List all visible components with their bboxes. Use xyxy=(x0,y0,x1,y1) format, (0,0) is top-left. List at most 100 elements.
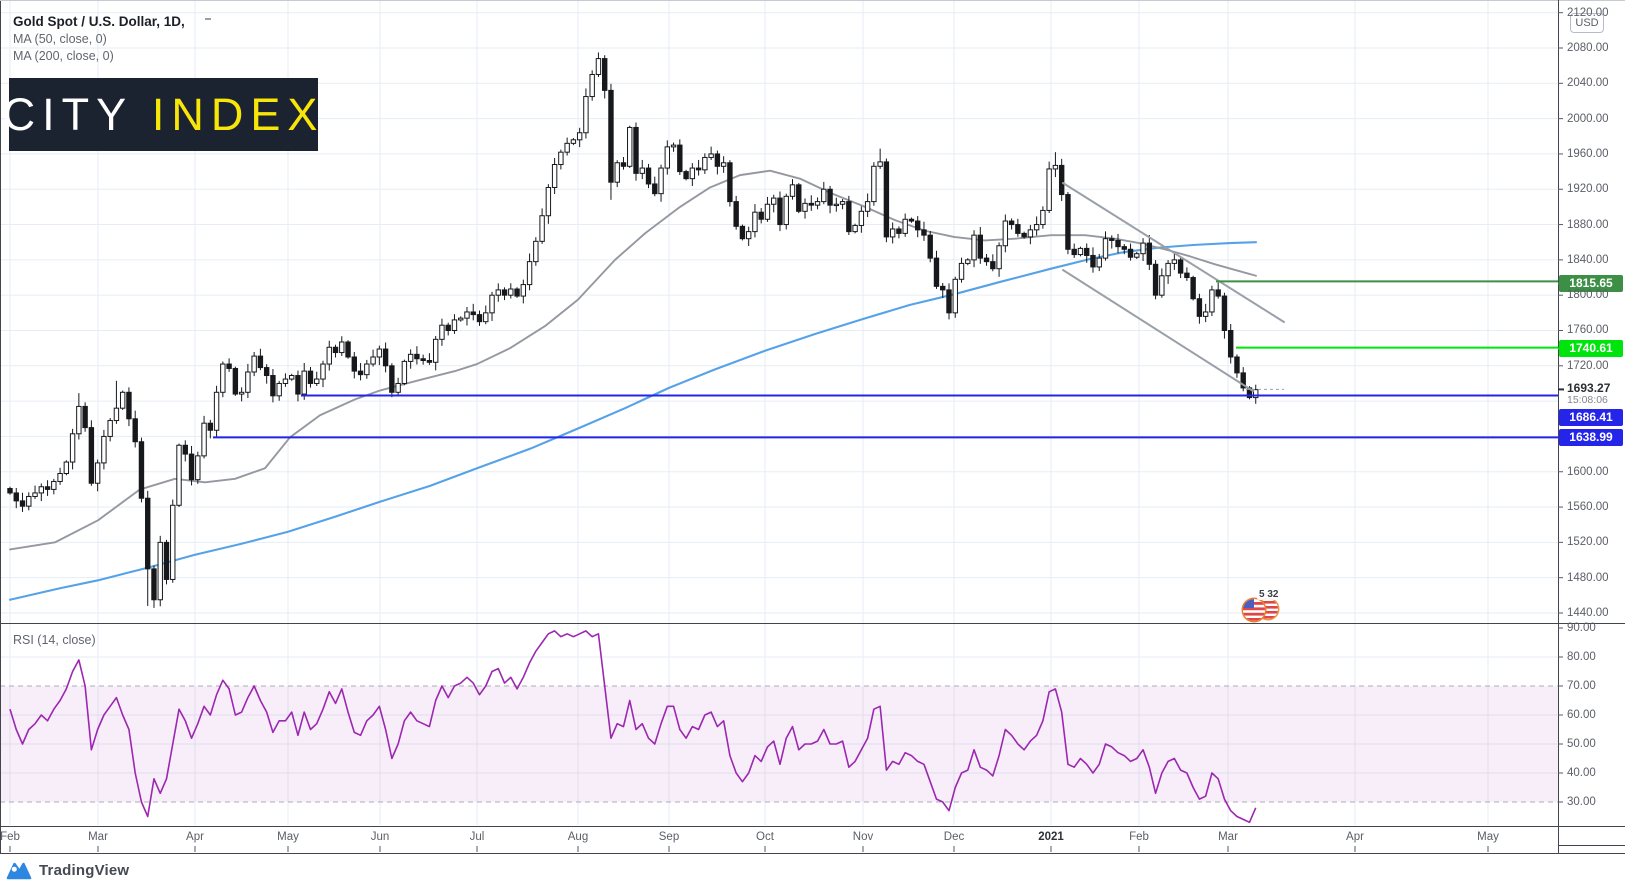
candle-body[interactable] xyxy=(1184,272,1190,279)
candle-body[interactable] xyxy=(745,231,752,240)
candle-body[interactable] xyxy=(389,365,395,393)
candle-body[interactable] xyxy=(157,541,163,601)
candle-body[interactable] xyxy=(357,370,364,376)
candle-body[interactable] xyxy=(44,486,51,490)
candle-body[interactable] xyxy=(7,488,13,494)
candle-body[interactable] xyxy=(289,375,295,380)
candle-body[interactable] xyxy=(1196,298,1203,317)
candle-body[interactable] xyxy=(946,289,952,314)
candle-body[interactable] xyxy=(877,161,883,167)
candle-body[interactable] xyxy=(733,201,739,227)
candle-body[interactable] xyxy=(1084,247,1090,256)
candle-body[interactable] xyxy=(69,433,76,463)
candle-body[interactable] xyxy=(470,311,476,316)
candle-body[interactable] xyxy=(514,288,520,297)
candle-body[interactable] xyxy=(633,126,639,174)
candle-body[interactable] xyxy=(1152,263,1159,296)
candle-body[interactable] xyxy=(439,324,445,340)
candle-body[interactable] xyxy=(777,197,783,226)
channel-trendline[interactable] xyxy=(1062,269,1254,392)
candle-body[interactable] xyxy=(138,441,145,499)
candle-body[interactable] xyxy=(483,312,489,323)
candle-body[interactable] xyxy=(282,378,289,384)
candle-body[interactable] xyxy=(307,370,314,384)
candle-body[interactable] xyxy=(1127,248,1134,258)
candle-body[interactable] xyxy=(921,229,927,236)
candle-body[interactable] xyxy=(833,203,840,207)
candle-body[interactable] xyxy=(226,363,232,369)
candle-body[interactable] xyxy=(1027,229,1034,238)
candle-body[interactable] xyxy=(1146,242,1153,265)
candle-body[interactable] xyxy=(739,225,746,240)
candle-body[interactable] xyxy=(238,391,245,395)
candle-body[interactable] xyxy=(846,201,852,233)
candle-body[interactable] xyxy=(620,162,627,167)
candle-body[interactable] xyxy=(990,261,996,270)
events-flag-badge[interactable]: 5 32 xyxy=(1240,589,1288,624)
candle-body[interactable] xyxy=(821,188,827,203)
candle-body[interactable] xyxy=(1171,259,1178,264)
candle-body[interactable] xyxy=(464,311,470,319)
candle-body[interactable] xyxy=(26,495,32,507)
candle-body[interactable] xyxy=(432,338,439,363)
candle-body[interactable] xyxy=(270,375,276,397)
rsi-line[interactable] xyxy=(9,630,1257,824)
candle-body[interactable] xyxy=(758,211,764,220)
candle-body[interactable] xyxy=(1221,295,1228,331)
candle-body[interactable] xyxy=(839,201,846,205)
candle-body[interactable] xyxy=(1109,238,1115,241)
candle-body[interactable] xyxy=(589,73,595,98)
tradingview-attribution[interactable]: TradingView xyxy=(6,859,129,881)
rsi-legend[interactable]: RSI (14, close) xyxy=(13,633,96,647)
candle-body[interactable] xyxy=(683,171,689,180)
candle-body[interactable] xyxy=(1134,253,1140,258)
candle-body[interactable] xyxy=(858,210,865,226)
candle-body[interactable] xyxy=(883,161,890,238)
candle-body[interactable] xyxy=(1209,289,1215,313)
candle-body[interactable] xyxy=(796,184,802,212)
candle-body[interactable] xyxy=(426,360,433,363)
candle-body[interactable] xyxy=(564,142,570,153)
candle-body[interactable] xyxy=(539,215,545,242)
candle-body[interactable] xyxy=(19,500,26,507)
candle-body[interactable] xyxy=(1190,277,1196,300)
candle-body[interactable] xyxy=(276,382,282,397)
candle-body[interactable] xyxy=(602,58,608,91)
candle-body[interactable] xyxy=(689,167,696,180)
candle-body[interactable] xyxy=(1021,232,1027,238)
candle-body[interactable] xyxy=(771,197,777,205)
candle-body[interactable] xyxy=(645,167,652,185)
candle-body[interactable] xyxy=(977,234,983,259)
candle-body[interactable] xyxy=(295,375,301,395)
candle-body[interactable] xyxy=(339,341,345,354)
candle-body[interactable] xyxy=(652,183,658,195)
candle-body[interactable] xyxy=(627,126,633,167)
candle-body[interactable] xyxy=(1015,224,1021,234)
candle-body[interactable] xyxy=(639,167,645,174)
candle-body[interactable] xyxy=(1165,262,1171,277)
candle-body[interactable] xyxy=(570,139,577,144)
candle-body[interactable] xyxy=(1002,220,1009,247)
ma50-legend[interactable]: MA (50, close, 0) xyxy=(13,32,107,46)
candle-body[interactable] xyxy=(458,317,464,321)
candle-body[interactable] xyxy=(51,480,57,490)
candle-body[interactable] xyxy=(326,346,332,365)
candle-body[interactable] xyxy=(940,285,946,291)
candle-body[interactable] xyxy=(827,188,833,206)
candle-body[interactable] xyxy=(101,435,107,464)
candle-body[interactable] xyxy=(927,234,933,259)
candle-body[interactable] xyxy=(1102,238,1109,259)
candle-body[interactable] xyxy=(802,202,808,212)
candle-body[interactable] xyxy=(32,492,38,497)
candle-body[interactable] xyxy=(345,341,351,358)
candle-body[interactable] xyxy=(332,346,339,354)
candle-body[interactable] xyxy=(677,144,683,173)
candle-body[interactable] xyxy=(119,391,126,409)
candle-body[interactable] xyxy=(783,195,789,226)
candle-body[interactable] xyxy=(1046,168,1052,211)
candle-body[interactable] xyxy=(414,353,420,360)
candle-body[interactable] xyxy=(1052,164,1059,170)
candle-body[interactable] xyxy=(1090,254,1096,268)
candle-body[interactable] xyxy=(489,294,495,314)
